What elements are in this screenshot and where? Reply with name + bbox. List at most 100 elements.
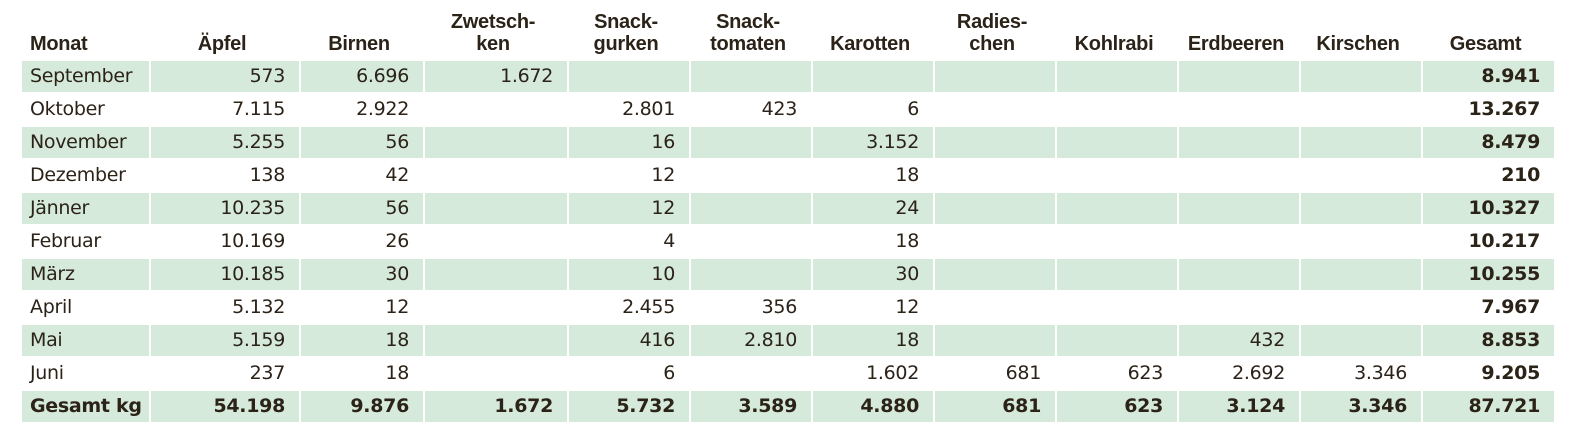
- value-cell: [690, 258, 813, 292]
- value-cell: 573: [150, 61, 301, 94]
- month-cell: Jänner: [22, 192, 151, 226]
- value-cell: 10.185: [150, 258, 301, 292]
- value-cell: 5.255: [150, 126, 301, 160]
- value-cell: 416: [568, 324, 691, 358]
- value-cell: 237: [150, 357, 301, 391]
- value-cell: [934, 291, 1057, 325]
- value-cell: 2.455: [568, 291, 691, 325]
- total-cell: 3.124: [1178, 390, 1301, 424]
- value-cell: [1300, 192, 1423, 226]
- value-cell: [1300, 126, 1423, 160]
- table-row: Oktober 7.115 2.922 2.801 423 6 13.267: [22, 93, 1556, 127]
- value-cell: 12: [300, 291, 425, 325]
- value-cell: [424, 159, 569, 193]
- value-cell: [424, 291, 569, 325]
- value-cell: 6.696: [300, 61, 425, 94]
- value-cell: [1300, 93, 1423, 127]
- column-header: Zwetsch-ken: [450, 11, 536, 55]
- value-cell: [934, 93, 1057, 127]
- month-cell: Mai: [22, 324, 151, 358]
- month-cell: April: [22, 291, 151, 325]
- value-cell: [934, 192, 1057, 226]
- value-cell: 16: [568, 126, 691, 160]
- value-cell: [1178, 258, 1301, 292]
- total-row: Gesamt kg 54.198 9.876 1.672 5.732 3.589 4.880…: [22, 390, 1556, 424]
- value-cell: [690, 357, 813, 391]
- value-cell: [690, 225, 813, 259]
- value-cell: [1178, 126, 1301, 160]
- table-row: November 5.255 56 16 3.152 8.479: [22, 126, 1556, 160]
- value-cell: 56: [300, 126, 425, 160]
- value-cell: 12: [568, 192, 691, 226]
- column-header: Snack-gurken: [593, 11, 659, 55]
- column-header: Birnen: [328, 33, 390, 55]
- value-cell: 1.672: [424, 61, 569, 94]
- value-cell: 2.801: [568, 93, 691, 127]
- value-cell: 24: [812, 192, 935, 226]
- value-cell: 423: [690, 93, 813, 127]
- value-cell: [1300, 225, 1423, 259]
- value-cell: 30: [812, 258, 935, 292]
- value-cell: [1178, 159, 1301, 193]
- value-cell: 10.169: [150, 225, 301, 259]
- value-cell: 10.255: [1422, 258, 1556, 292]
- value-cell: [424, 258, 569, 292]
- value-cell: 2.810: [690, 324, 813, 358]
- value-cell: 10.327: [1422, 192, 1556, 226]
- value-cell: 3.346: [1300, 357, 1423, 391]
- value-cell: [1300, 61, 1423, 94]
- table-row: März 10.185 30 10 30 10.255: [22, 258, 1556, 292]
- column-header: Kohlrabi: [1074, 33, 1154, 55]
- value-cell: [1056, 126, 1179, 160]
- total-cell: 3.346: [1300, 390, 1423, 424]
- value-cell: 623: [1056, 357, 1179, 391]
- column-header: Äpfel: [197, 33, 247, 55]
- value-cell: 210: [1422, 159, 1556, 193]
- value-cell: 681: [934, 357, 1057, 391]
- value-cell: 12: [568, 159, 691, 193]
- value-cell: 9.205: [1422, 357, 1556, 391]
- table-row: Februar 10.169 26 4 18 10.217: [22, 225, 1556, 259]
- value-cell: 4: [568, 225, 691, 259]
- value-cell: [934, 61, 1057, 94]
- value-cell: [934, 258, 1057, 292]
- month-cell: Februar: [22, 225, 151, 259]
- value-cell: 18: [300, 357, 425, 391]
- value-cell: [1300, 324, 1423, 358]
- value-cell: [1056, 159, 1179, 193]
- month-cell: Juni: [22, 357, 151, 391]
- total-cell: 5.732: [568, 390, 691, 424]
- value-cell: 7.967: [1422, 291, 1556, 325]
- value-cell: 1.602: [812, 357, 935, 391]
- total-cell: 4.880: [812, 390, 935, 424]
- value-cell: [568, 61, 691, 94]
- value-cell: 3.152: [812, 126, 935, 160]
- value-cell: 18: [812, 225, 935, 259]
- column-header: Gesamt: [1449, 33, 1522, 55]
- month-cell: Oktober: [22, 93, 151, 127]
- column-header: Erdbeeren: [1187, 33, 1285, 55]
- value-cell: 432: [1178, 324, 1301, 358]
- value-cell: [424, 126, 569, 160]
- value-cell: [424, 192, 569, 226]
- month-cell: Dezember: [22, 159, 151, 193]
- value-cell: [1178, 93, 1301, 127]
- month-cell: März: [22, 258, 151, 292]
- value-cell: [424, 93, 569, 127]
- value-cell: [1056, 93, 1179, 127]
- header-row: Monat Äpfel Birnen Zwetsch-ken Snack-gurken S…: [22, 0, 1555, 61]
- table-row: Jänner 10.235 56 12 24 10.327: [22, 192, 1556, 226]
- value-cell: [934, 225, 1057, 259]
- table-row: Dezember 138 42 12 18 210: [22, 159, 1556, 193]
- column-header: Snack-tomaten: [710, 11, 786, 55]
- value-cell: [1056, 258, 1179, 292]
- total-cell: 3.589: [690, 390, 813, 424]
- column-header: Karotten: [830, 33, 910, 55]
- value-cell: 10.235: [150, 192, 301, 226]
- value-cell: 2.692: [1178, 357, 1301, 391]
- value-cell: [812, 61, 935, 94]
- table-row: Mai 5.159 18 416 2.810 18 432 8.853: [22, 324, 1556, 358]
- value-cell: [1300, 291, 1423, 325]
- value-cell: [1300, 159, 1423, 193]
- harvest-table: Monat Äpfel Birnen Zwetsch-ken Snack-gurken S…: [22, 0, 1556, 424]
